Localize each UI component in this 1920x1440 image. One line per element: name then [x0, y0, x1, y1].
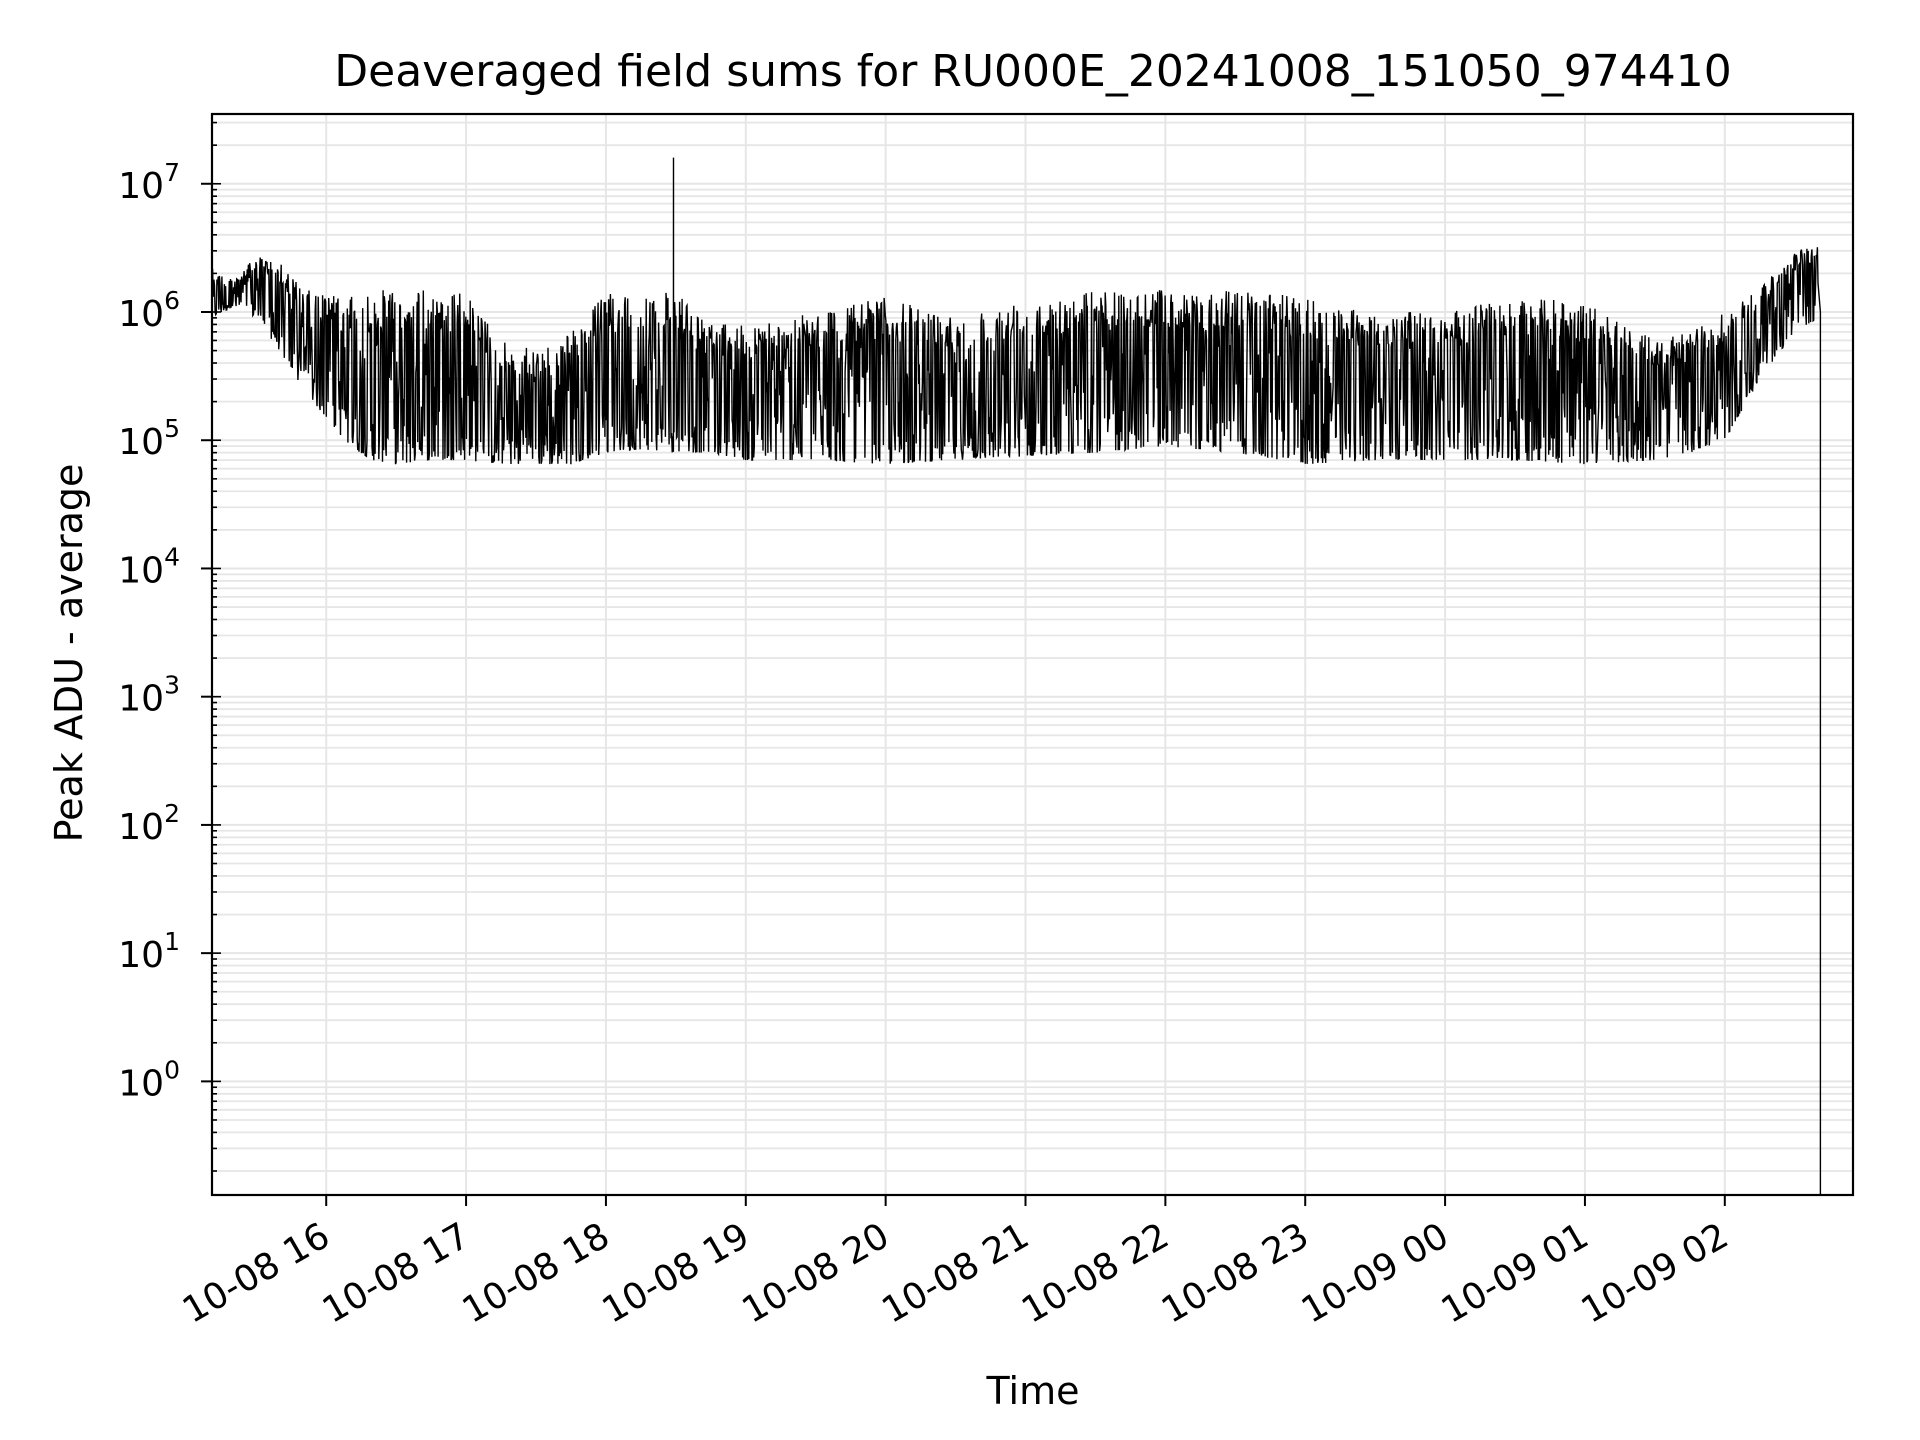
data-layer	[211, 157, 1822, 1195]
y-tick-exponent: 2	[164, 799, 180, 828]
y-tick-label: 107	[118, 158, 180, 207]
y-tick-base: 10	[118, 422, 164, 463]
y-tick-exponent: 5	[164, 414, 180, 443]
y-tick-exponent: 7	[164, 158, 180, 187]
y-tick-exponent: 6	[164, 286, 180, 315]
y-tick-base: 10	[118, 166, 164, 207]
y-tick-label: 103	[118, 671, 180, 720]
y-tick-label: 104	[118, 542, 180, 591]
y-tick-label: 106	[118, 286, 180, 335]
y-tick-exponent: 0	[164, 1055, 180, 1084]
y-tick-label: 105	[118, 414, 180, 463]
y-tick-label: 101	[118, 927, 180, 976]
y-tick-base: 10	[118, 294, 164, 335]
y-axis-label: Peak ADU - average	[47, 464, 91, 843]
y-tick-base: 10	[118, 550, 164, 591]
y-tick-exponent: 1	[164, 927, 180, 956]
y-tick-label: 102	[118, 799, 180, 848]
y-tick-base: 10	[118, 679, 164, 720]
x-axis-label: Time	[986, 1369, 1080, 1413]
y-tick-base: 10	[118, 1063, 164, 1104]
plot-frame	[210, 112, 1855, 1197]
y-tick-exponent: 3	[164, 671, 180, 700]
y-tick-base: 10	[118, 935, 164, 976]
y-tick-label: 100	[118, 1055, 180, 1104]
chart-title: Deaveraged field sums for RU000E_2024100…	[334, 46, 1731, 97]
series-line	[211, 157, 1822, 1195]
y-tick-base: 10	[118, 807, 164, 848]
y-tick-exponent: 4	[164, 542, 180, 571]
